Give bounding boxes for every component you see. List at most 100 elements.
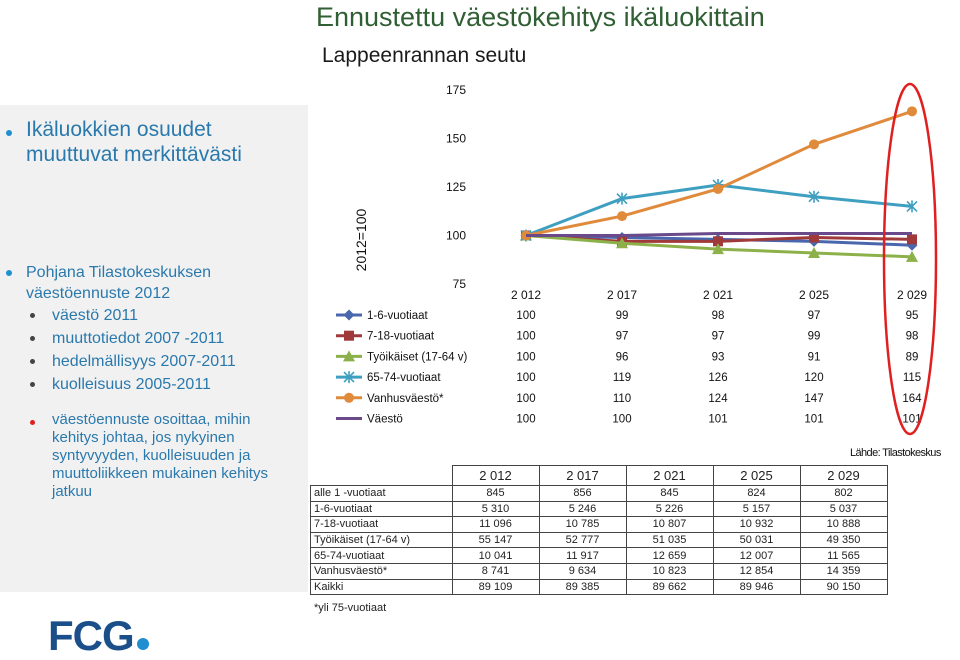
y-tick-labels: 75 100 125 150 175 [446, 83, 466, 291]
data-label: 124 [708, 393, 728, 405]
table-col-header: 2 017 [538, 465, 627, 486]
table-cell: 11 565 [799, 547, 888, 564]
source-label: Lähde: Tilastokeskus [850, 447, 942, 459]
data-point [906, 250, 918, 262]
table-row: alle 1 -vuotiaat 845 856 845 824 802 [310, 485, 888, 502]
data-point [712, 243, 724, 255]
table-cell: 89 109 [451, 578, 540, 596]
data-point [617, 211, 627, 222]
table-row-label: 7-18-vuotiaat [310, 516, 453, 533]
table-cell: 5 310 [451, 500, 540, 518]
table-col-header: 2 012 [451, 465, 540, 486]
legend-marker [343, 350, 355, 362]
y-tick-label: 100 [446, 229, 466, 243]
data-label: 115 [903, 372, 921, 384]
x-tick-labels: 2 012 2 017 2 021 2 025 2 029 [511, 288, 927, 302]
page-title: Ennustettu väestökehitys ikäluokittain [316, 2, 765, 32]
bullet-dot [30, 420, 35, 425]
table-row-label: Työikäiset (17-64 v) [310, 531, 453, 549]
data-point [907, 234, 917, 245]
table-col-header: 2 021 [625, 465, 714, 486]
table-cell: 89 385 [538, 578, 627, 596]
legend-table: 1-6-vuotiaat 100 99 98 97 95 7-18-vuotiaat 100 9… [336, 309, 922, 426]
table-cell: 14 359 [799, 562, 888, 580]
data-label: 98 [906, 331, 919, 343]
sidebar-heading-2: muuttuvat merkittävästi [26, 143, 242, 166]
table-cell: 845 [451, 485, 540, 502]
data-point [808, 246, 820, 258]
y-tick-label: 75 [453, 277, 467, 291]
table-row: Kaikki 89 109 89 385 89 662 89 946 90 150 [310, 578, 888, 596]
sidebar-heading-1: Ikäluokkien osuudet [26, 118, 212, 141]
table-col-header: 2 025 [712, 465, 801, 486]
series-lines [520, 106, 918, 262]
data-point [616, 192, 628, 205]
table-cell: 10 823 [625, 562, 714, 580]
data-label: 100 [612, 414, 631, 426]
sidebar-note-4: muuttoliikkeen mukainen kehitys [52, 465, 268, 482]
series-line [525, 109, 913, 237]
table-cell: 12 007 [712, 547, 801, 564]
table-body: alle 1 -vuotiaat 845 856 845 824 802 1-6-vuoti… [310, 485, 888, 596]
data-label: 100 [516, 331, 535, 343]
sidebar-source-2: väestöennuste 2012 [26, 285, 171, 302]
table-cell: 50 031 [712, 531, 801, 549]
table-cell: 8 741 [451, 562, 540, 580]
table-row: 7-18-vuotiaat 11 096 10 785 10 807 10 932 10 … [310, 516, 888, 533]
table-cell: 52 777 [538, 531, 627, 549]
table-cell: 51 035 [625, 531, 714, 549]
table-cell: 5 246 [538, 500, 627, 518]
table-row: 1-6-vuotiaat 5 310 5 246 5 226 5 157 5 037 [310, 500, 888, 518]
table-row-label: 65-74-vuotiaat [310, 547, 453, 564]
sidebar-item: hedelmällisyys 2007-2011 [52, 353, 236, 370]
sidebar-panel: Ikäluokkien osuudet muuttuvat merkittävä… [0, 105, 308, 592]
x-tick-label: 2 017 [607, 288, 637, 302]
data-label: 100 [516, 393, 535, 405]
legend-label: Vanhusväestö* [367, 393, 444, 405]
sidebar-note-3: syntyvyyden, kuolleisuuden ja [52, 447, 251, 464]
sidebar-item: väestö 2011 [52, 307, 138, 324]
data-label: 120 [804, 372, 823, 384]
data-label: 99 [616, 310, 629, 322]
table-cell: 10 888 [799, 516, 888, 533]
sidebar-note-5: jatkuu [52, 483, 93, 500]
sidebar-source-1: Pohjana Tilastokeskuksen [26, 264, 211, 281]
table-cell: 10 785 [538, 516, 627, 533]
data-point [906, 200, 918, 213]
table-cell: 5 037 [799, 500, 888, 518]
data-label: 110 [613, 393, 631, 405]
bullet-dot [6, 130, 12, 136]
data-label: 100 [516, 351, 535, 363]
data-point [713, 236, 723, 247]
bullet-dot [30, 382, 35, 387]
data-label: 119 [613, 372, 631, 384]
data-label: 89 [906, 351, 919, 363]
table-cell: 5 157 [712, 500, 801, 518]
table-cell: 10 807 [625, 516, 714, 533]
table-row-label: Kaikki [310, 578, 453, 596]
footnote: *yli 75-vuotiaat [314, 602, 387, 614]
legend-label: 1-6-vuotiaat [367, 310, 429, 322]
data-point [809, 232, 819, 243]
table-row: Vanhusväestö* 8 741 9 634 10 823 12 854 14 35… [310, 562, 888, 580]
table-row: 65-74-vuotiaat 10 041 11 917 12 659 12 007 11… [310, 547, 888, 564]
legend-marker [344, 392, 354, 403]
table-cell: 9 634 [538, 562, 627, 580]
table-cell: 55 147 [451, 531, 540, 549]
table-cell: 11 917 [538, 547, 627, 564]
table-cell: 89 662 [625, 578, 714, 596]
data-point [808, 190, 820, 203]
bullet-dot [30, 336, 35, 341]
legend-marker [343, 371, 355, 384]
x-tick-label: 2 021 [703, 288, 733, 302]
logo-text: FCG [48, 612, 135, 659]
sidebar-item: muuttotiedot 2007 -2011 [52, 330, 225, 347]
data-label: 100 [516, 310, 535, 322]
highlight-ellipse [882, 82, 938, 436]
sidebar-note-2: kehitys johtaa, jos nykyinen [52, 429, 235, 446]
table-header-row: 2 012 2 017 2 021 2 025 2 029 [311, 465, 888, 486]
table-row-label: Vanhusväestö* [310, 562, 453, 580]
table-cell: 802 [799, 485, 888, 502]
data-point [616, 237, 628, 249]
